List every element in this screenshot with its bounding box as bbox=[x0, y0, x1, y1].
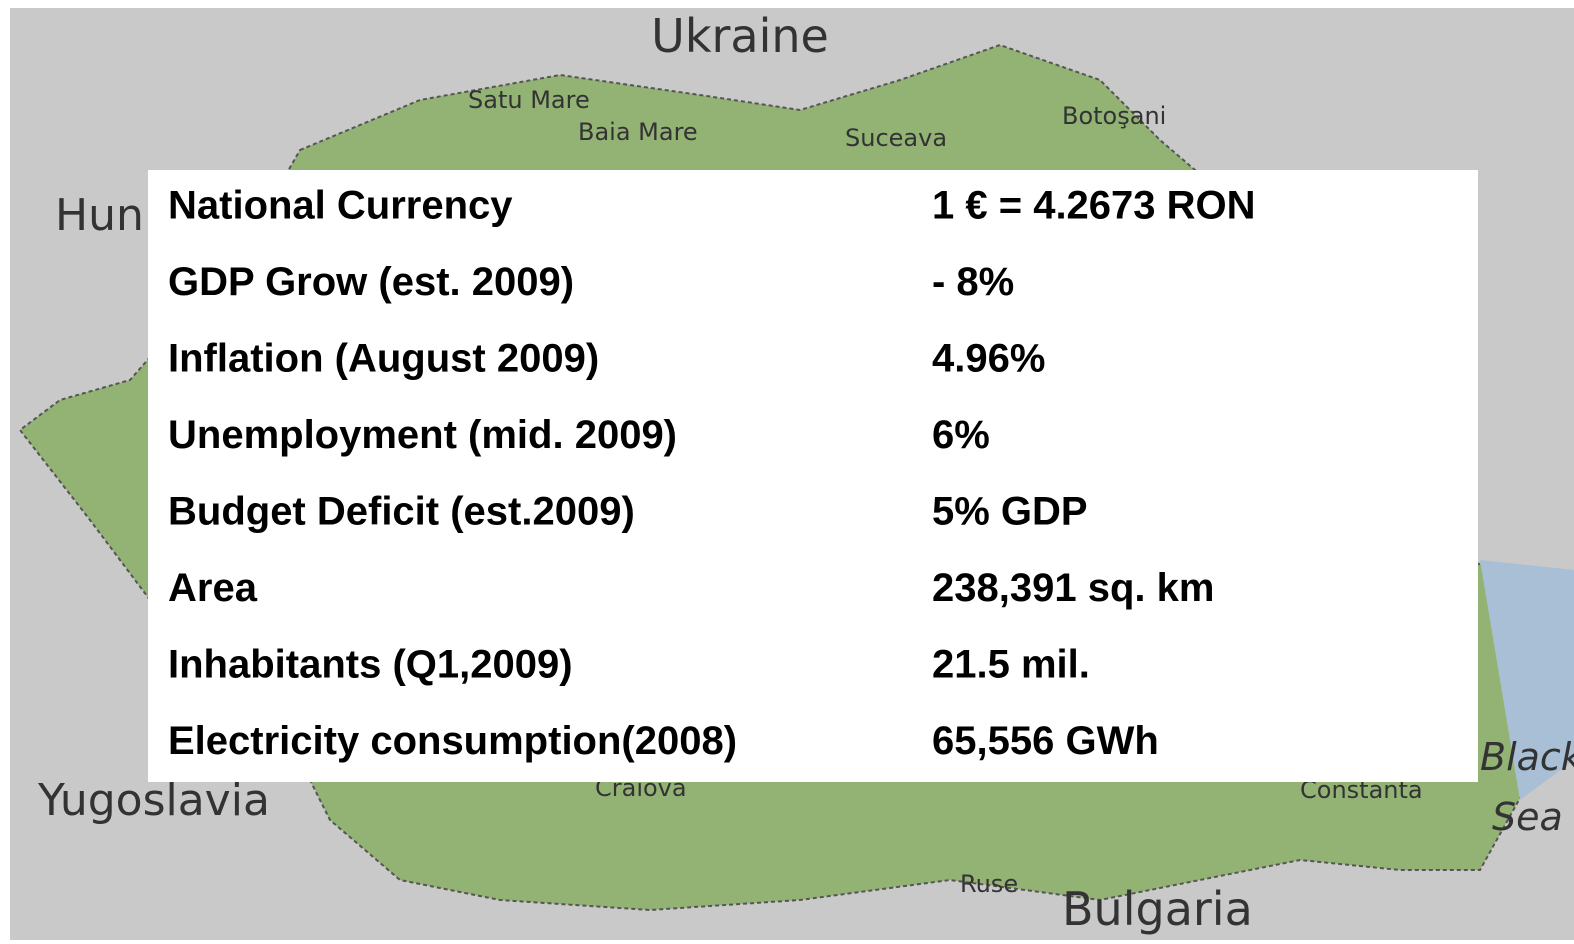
label-cell: National Currency bbox=[168, 184, 513, 228]
map-label: Ruse bbox=[960, 870, 1018, 898]
label-cell: Inflation (August 2009) bbox=[168, 337, 599, 381]
value-cell: 4.96% bbox=[932, 337, 1045, 381]
sea bbox=[1480, 560, 1574, 800]
label-cell: Budget Deficit (est.2009) bbox=[168, 490, 635, 534]
label-cell: GDP Grow (est. 2009) bbox=[168, 260, 574, 304]
value-cell: 21.5 mil. bbox=[932, 643, 1090, 687]
map-label: Botoşani bbox=[1062, 102, 1166, 130]
map-label: Hun bbox=[55, 190, 144, 241]
value-cell: 65,556 GWh bbox=[932, 719, 1159, 763]
map-label: Black bbox=[1480, 735, 1574, 779]
map-label: Suceava bbox=[845, 124, 947, 152]
map-label: Yugoslavia bbox=[37, 775, 270, 826]
value-cell: 6% bbox=[932, 413, 990, 457]
label-cell: Unemployment (mid. 2009) bbox=[168, 413, 677, 457]
table-panel bbox=[148, 170, 1478, 782]
value-cell: - 8% bbox=[932, 260, 1014, 304]
map-label: Baia Mare bbox=[578, 118, 698, 146]
map-label: Sea bbox=[1492, 795, 1563, 839]
map-label: Ukraine bbox=[651, 9, 829, 63]
value-cell: 1 € = 4.2673 RON bbox=[932, 184, 1256, 228]
map-label: Bulgaria bbox=[1062, 882, 1253, 936]
value-cell: 238,391 sq. km bbox=[932, 566, 1214, 610]
label-cell: Area bbox=[168, 566, 258, 610]
value-cell: 5% GDP bbox=[932, 490, 1088, 534]
label-cell: Electricity consumption(2008) bbox=[168, 719, 737, 763]
map-label: Satu Mare bbox=[468, 86, 590, 114]
label-cell: Inhabitants (Q1,2009) bbox=[168, 643, 573, 687]
